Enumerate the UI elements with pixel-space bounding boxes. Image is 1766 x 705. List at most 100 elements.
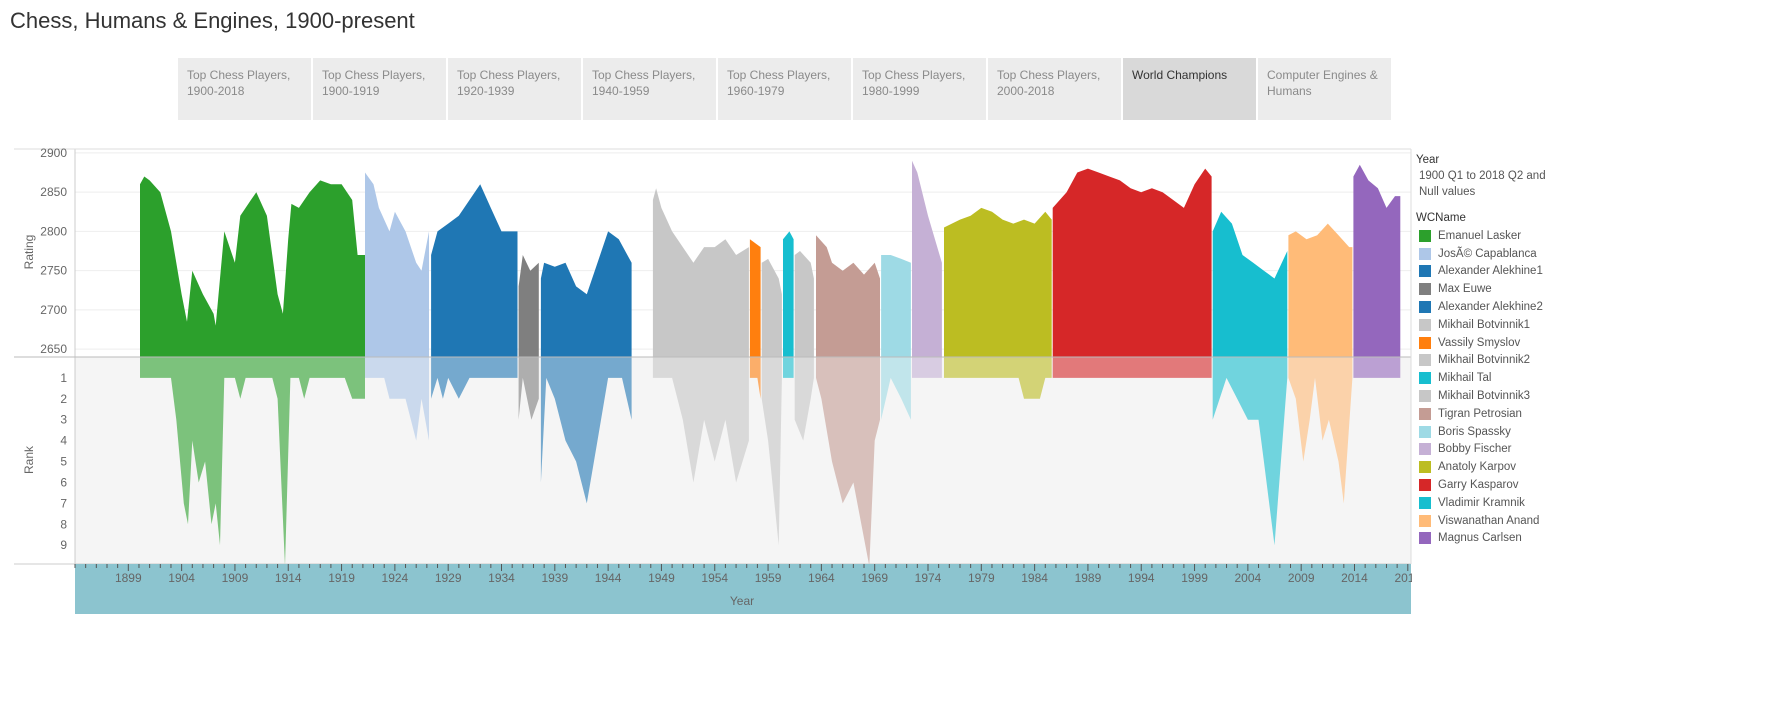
rank-area[interactable] [881, 357, 911, 420]
rating-area[interactable] [912, 160, 942, 357]
legend-swatch [1419, 301, 1431, 314]
legend-items: Emanuel Lasker JosÃ© Capablanca Alexander … [1416, 227, 1566, 544]
tab-0[interactable]: Top Chess Players, 1900-2018 [178, 58, 311, 120]
legend-label: Vladimir Kramnik [1438, 496, 1525, 509]
legend-item[interactable]: Alexander Alekhine1 [1416, 263, 1566, 281]
rank-area[interactable] [652, 357, 749, 483]
legend-item[interactable]: Emanuel Lasker [1416, 227, 1566, 245]
rating-area[interactable] [365, 172, 429, 358]
tab-4[interactable]: Top Chess Players, 1960-1979 [718, 58, 851, 120]
rating-area[interactable] [518, 255, 539, 357]
legend-item[interactable]: Viswanathan Anand [1416, 512, 1566, 530]
dashboard-title: Chess, Humans & Engines, 1900-present [10, 8, 415, 33]
legend-item[interactable]: Mikhail Tal [1416, 369, 1566, 387]
rating-area[interactable] [1052, 168, 1212, 357]
legend-item[interactable]: Alexander Alekhine2 [1416, 298, 1566, 316]
legend-item[interactable]: Tigran Petrosian [1416, 405, 1566, 423]
rating-area[interactable] [816, 235, 880, 357]
rating-area[interactable] [783, 231, 794, 357]
legend-swatch [1419, 532, 1431, 544]
rank-area[interactable] [518, 357, 539, 420]
legend-label: Boris Spassky [1438, 425, 1511, 438]
rating-area[interactable] [761, 258, 782, 357]
legend-label: JosÃ© Capablanca [1438, 247, 1537, 260]
rank-area[interactable] [1052, 357, 1212, 378]
legend-swatch [1419, 247, 1431, 260]
x-tick-label: 1899 [115, 571, 142, 585]
legend-label: Mikhail Tal [1438, 372, 1492, 385]
legend-item[interactable]: Vassily Smyslov [1416, 334, 1566, 352]
rank-area[interactable] [365, 357, 429, 441]
rating-area[interactable] [881, 255, 911, 357]
rating-area[interactable] [1353, 164, 1401, 357]
legend-item[interactable]: Mikhail Botvinnik2 [1416, 352, 1566, 370]
x-tick-label: 1999 [1181, 571, 1208, 585]
x-tick-label: 2014 [1341, 571, 1368, 585]
legend-swatch [1419, 372, 1431, 385]
tab-1[interactable]: Top Chess Players, 1900-1919 [313, 58, 446, 120]
legend-label: Max Euwe [1438, 283, 1492, 296]
rating-tick-label: 2700 [40, 303, 67, 317]
legend-item[interactable]: Mikhail Botvinnik1 [1416, 316, 1566, 334]
rank-tick-label: 4 [60, 434, 67, 448]
legend-item[interactable]: Max Euwe [1416, 280, 1566, 298]
legend-wc-title: WCName [1416, 212, 1466, 224]
rating-area[interactable] [652, 188, 749, 357]
rank-tick-label: 8 [60, 517, 67, 531]
rank-area[interactable] [431, 357, 518, 399]
rating-area[interactable] [1212, 211, 1288, 357]
rating-area[interactable] [140, 176, 365, 358]
rank-area[interactable] [140, 357, 365, 567]
rank-tick-label: 5 [60, 455, 67, 469]
legend-label: Anatoly Karpov [1438, 461, 1516, 474]
x-tick-label: 1904 [168, 571, 195, 585]
tab-7[interactable]: World Champions [1123, 58, 1256, 120]
legend-item[interactable]: Boris Spassky [1416, 423, 1566, 441]
rating-area[interactable] [794, 251, 814, 357]
tab-2[interactable]: Top Chess Players, 1920-1939 [448, 58, 581, 120]
legend-item[interactable]: Mikhail Botvinnik3 [1416, 387, 1566, 405]
legend-swatch [1419, 425, 1431, 438]
x-tick-label: 1994 [1128, 571, 1155, 585]
rank-area[interactable] [816, 357, 880, 567]
rank-area[interactable] [1353, 357, 1401, 378]
tab-8[interactable]: Computer Engines & Humans [1258, 58, 1391, 120]
rank-area[interactable] [761, 357, 782, 546]
legend-swatch [1419, 443, 1431, 456]
x-tick-label: 1979 [968, 571, 995, 585]
legend-item[interactable]: JosÃ© Capablanca [1416, 245, 1566, 263]
rank-area[interactable] [794, 357, 814, 441]
legend-item[interactable]: Garry Kasparov [1416, 476, 1566, 494]
legend-label: Mikhail Botvinnik1 [1438, 318, 1531, 331]
rank-tick-label: 2 [60, 392, 67, 406]
rating-area[interactable] [944, 207, 1052, 357]
rank-tick-label: 7 [60, 496, 67, 510]
rank-area[interactable] [944, 357, 1052, 399]
rating-area[interactable] [1288, 223, 1353, 357]
legend-year-desc: 1900 Q1 to 2018 Q2 and Null values [1419, 170, 1546, 198]
rank-area[interactable] [783, 357, 794, 378]
legend-item[interactable]: Anatoly Karpov [1416, 458, 1566, 476]
x-tick-label: 1919 [328, 571, 355, 585]
rating-area[interactable] [749, 239, 761, 357]
rank-area[interactable] [1212, 357, 1288, 546]
legend-item[interactable]: Vladimir Kramnik [1416, 494, 1566, 512]
rating-area[interactable] [540, 231, 632, 357]
legend-item[interactable]: Magnus Carlsen [1416, 530, 1566, 544]
dashboard-tabs: Top Chess Players, 1900-2018 Top Chess Pl… [178, 58, 1391, 120]
x-tick-label: 1924 [382, 571, 409, 585]
rating-area[interactable] [431, 184, 518, 357]
tab-6[interactable]: Top Chess Players, 2000-2018 [988, 58, 1121, 120]
x-tick-label: 1944 [595, 571, 622, 585]
tab-3[interactable]: Top Chess Players, 1940-1959 [583, 58, 716, 120]
rank-area[interactable] [1288, 357, 1353, 504]
legend-label: Alexander Alekhine2 [1438, 301, 1543, 314]
rank-area[interactable] [912, 357, 942, 378]
x-tick-label: 1964 [808, 571, 835, 585]
x-tick-label: 1974 [915, 571, 942, 585]
rank-area[interactable] [540, 357, 632, 504]
tab-5[interactable]: Top Chess Players, 1980-1999 [853, 58, 986, 120]
x-tick-label: 1954 [701, 571, 728, 585]
legend-item[interactable]: Bobby Fischer [1416, 441, 1566, 459]
rank-area[interactable] [749, 357, 761, 399]
